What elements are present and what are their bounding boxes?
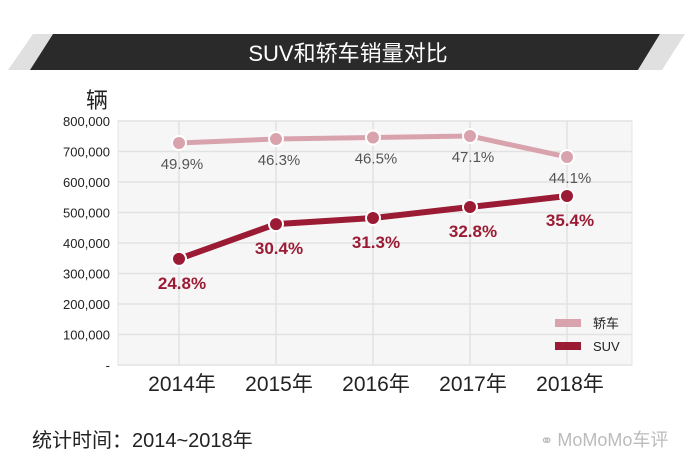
data-point [268, 130, 284, 147]
y-tick-label: 300,000 [63, 267, 110, 282]
data-point [559, 148, 575, 165]
data-label: 46.5% [355, 150, 398, 167]
legend-swatch [555, 342, 581, 350]
data-label: 44.1% [549, 170, 592, 187]
data-label: 49.9% [161, 156, 204, 173]
y-tick-label: - [106, 358, 110, 373]
data-point [559, 188, 575, 205]
data-label: 35.4% [546, 211, 594, 230]
data-point [462, 199, 478, 216]
y-tick-label: 200,000 [63, 297, 110, 312]
x-tick-label: 2018年 [536, 373, 604, 396]
data-label: 30.4% [255, 239, 303, 258]
data-point [171, 250, 187, 267]
x-tick-label: 2016年 [342, 373, 410, 396]
data-label: 46.3% [258, 152, 301, 169]
data-label: 24.8% [158, 274, 206, 293]
chart-title: SUV和轿车销量对比 [248, 41, 447, 66]
x-tick-label: 2015年 [245, 373, 313, 396]
data-point [171, 134, 187, 151]
data-label: 47.1% [452, 149, 495, 166]
legend-swatch [555, 319, 581, 327]
data-label: 32.8% [449, 222, 497, 241]
y-tick-label: 100,000 [63, 328, 110, 343]
y-tick-label: 800,000 [63, 114, 110, 129]
y-axis-label: 辆 [86, 88, 108, 113]
data-point [462, 127, 478, 144]
legend-label: SUV [593, 339, 620, 354]
data-label: 31.3% [352, 233, 400, 252]
brand: ⚭ MoMoMo车评 [540, 426, 668, 452]
y-tick-label: 500,000 [63, 206, 110, 221]
footer-note: 统计时间：2014~2018年 [32, 430, 253, 452]
wechat-icon: ⚭ [540, 433, 554, 450]
legend-label: 轿车 [593, 316, 619, 331]
data-point [268, 216, 284, 233]
y-tick-label: 700,000 [63, 145, 110, 160]
x-tick-label: 2014年 [148, 373, 216, 396]
brand-name: MoMoMo车评 [557, 430, 669, 450]
x-tick-label: 2017年 [439, 373, 507, 396]
data-point [365, 209, 381, 226]
data-point [365, 129, 381, 146]
y-tick-label: 400,000 [63, 236, 110, 251]
y-tick-label: 600,000 [63, 175, 110, 190]
title-banner: SUV和轿车销量对比 [8, 34, 685, 70]
